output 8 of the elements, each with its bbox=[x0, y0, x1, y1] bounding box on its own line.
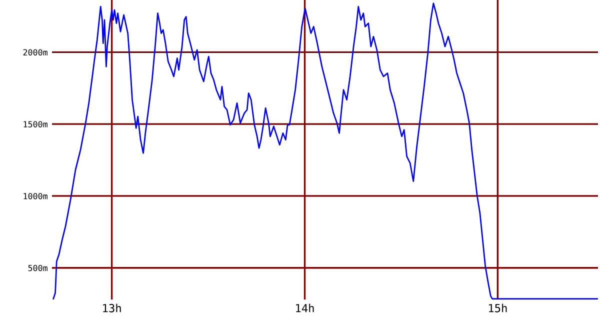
y-tick-label: 1000m bbox=[24, 192, 48, 200]
y-tick-label: 500m bbox=[28, 264, 48, 272]
line-series bbox=[52, 2, 598, 300]
y-tick-label: 2000m bbox=[23, 49, 48, 56]
x-tick-label: 15h bbox=[488, 304, 507, 312]
x-tick-label: 13h bbox=[103, 304, 121, 312]
x-tick-label: 14h bbox=[296, 304, 314, 312]
y-tick-label: 1500m bbox=[24, 121, 48, 128]
